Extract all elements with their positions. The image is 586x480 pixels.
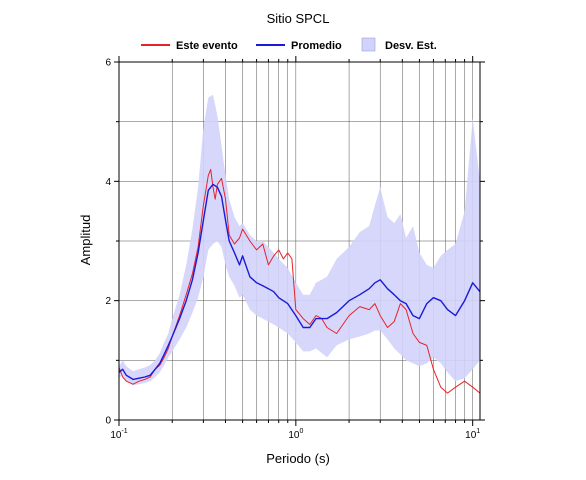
std-dev-band [119,94,480,386]
x-axis-label: Periodo (s) [266,451,330,466]
x-tick-exponent: -1 [121,428,127,435]
x-tick-label: 10-1 [110,428,127,441]
y-tick-label: 6 [105,58,111,69]
grid [119,62,480,420]
legend: Este evento Promedio Desv. Est. [141,37,437,52]
y-tick-label: 4 [105,177,111,188]
y-axis-label: Amplitud [78,215,93,266]
x-tick-label: 101 [465,428,480,441]
este-evento-line [118,168,481,394]
promedio-line [118,183,481,381]
band-layer [119,94,480,386]
legend-label-promedio: Promedio [291,40,342,52]
series-layer [118,168,481,394]
x-tick-label: 100 [288,428,303,441]
chart-title: Sitio SPCL [267,11,330,26]
x-tick-exponent: 0 [299,428,303,435]
x-tick-exponent: 1 [476,428,480,435]
y-tick-label: 0 [105,416,111,427]
y-tick-label: 2 [105,296,111,307]
legend-swatch-desv-est [361,37,376,52]
legend-label-este-evento: Este evento [176,40,238,52]
legend-label-desv-est: Desv. Est. [385,40,437,52]
